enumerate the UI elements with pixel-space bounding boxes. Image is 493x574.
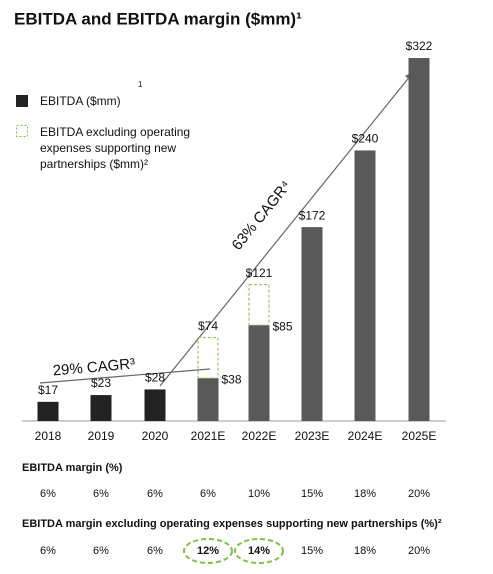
margin-value: 6% bbox=[147, 488, 163, 500]
legend-note: 1 bbox=[138, 80, 143, 89]
value-label: $28 bbox=[145, 371, 165, 385]
bar bbox=[354, 150, 376, 422]
margin-value: 18% bbox=[354, 545, 376, 557]
x-tick-label: 2024E bbox=[348, 429, 383, 443]
highlight-ellipse bbox=[234, 538, 284, 564]
value-label: $74 bbox=[198, 319, 218, 333]
highlight-ellipse bbox=[183, 538, 233, 564]
margin-value: 12% bbox=[197, 545, 219, 557]
margin-value: 18% bbox=[354, 488, 376, 500]
bar bbox=[408, 58, 430, 421]
annotation: 63% CAGR⁴ bbox=[229, 178, 295, 254]
value-label: $23 bbox=[91, 376, 111, 390]
bar bbox=[248, 325, 270, 421]
margin-value: 6% bbox=[93, 545, 109, 557]
legend-swatch bbox=[16, 125, 28, 137]
bar bbox=[197, 378, 219, 421]
margin-value: 20% bbox=[408, 488, 430, 500]
value-label: $38 bbox=[222, 372, 242, 386]
value-label: $121 bbox=[246, 266, 273, 280]
value-label: $172 bbox=[299, 208, 326, 222]
margin-value: 6% bbox=[40, 488, 56, 500]
legend-swatch bbox=[16, 95, 28, 107]
margin-value: 6% bbox=[200, 488, 216, 500]
bar bbox=[90, 395, 112, 421]
legend-label: EBITDA ($mm) bbox=[40, 94, 121, 108]
chart-title: EBITDA and EBITDA margin ($mm)¹ bbox=[14, 9, 302, 28]
x-tick-label: 2023E bbox=[295, 429, 330, 443]
legend-label: EBITDA excluding operating expenses supp… bbox=[40, 125, 191, 171]
row-title: EBITDA margin (%) bbox=[22, 462, 123, 474]
row-title: EBITDA margin excluding operating expens… bbox=[22, 518, 442, 530]
value-label: $322 bbox=[406, 39, 433, 53]
margin-value: 10% bbox=[248, 488, 270, 500]
excl-box bbox=[197, 337, 219, 379]
margin-value: 15% bbox=[301, 545, 323, 557]
x-tick-label: 2020 bbox=[142, 429, 169, 443]
margin-value: 6% bbox=[147, 545, 163, 557]
excl-box bbox=[248, 284, 270, 326]
margin-value: 6% bbox=[40, 545, 56, 557]
margin-value: 14% bbox=[248, 545, 270, 557]
bar bbox=[301, 227, 323, 421]
bar bbox=[37, 401, 59, 421]
bar bbox=[144, 389, 166, 421]
value-label: $85 bbox=[273, 319, 293, 333]
x-tick-label: 2019 bbox=[88, 429, 115, 443]
x-tick-label: 2018 bbox=[35, 429, 62, 443]
x-tick-label: 2022E bbox=[242, 429, 277, 443]
margin-value: 20% bbox=[408, 545, 430, 557]
cagr-line bbox=[39, 368, 211, 384]
value-label: $17 bbox=[38, 383, 58, 397]
x-tick-label: 2025E bbox=[402, 429, 437, 443]
margin-value: 6% bbox=[93, 488, 109, 500]
x-tick-label: 2021E bbox=[191, 429, 226, 443]
margin-value: 15% bbox=[301, 488, 323, 500]
value-label: $240 bbox=[352, 132, 379, 146]
cagr-line bbox=[159, 74, 412, 387]
